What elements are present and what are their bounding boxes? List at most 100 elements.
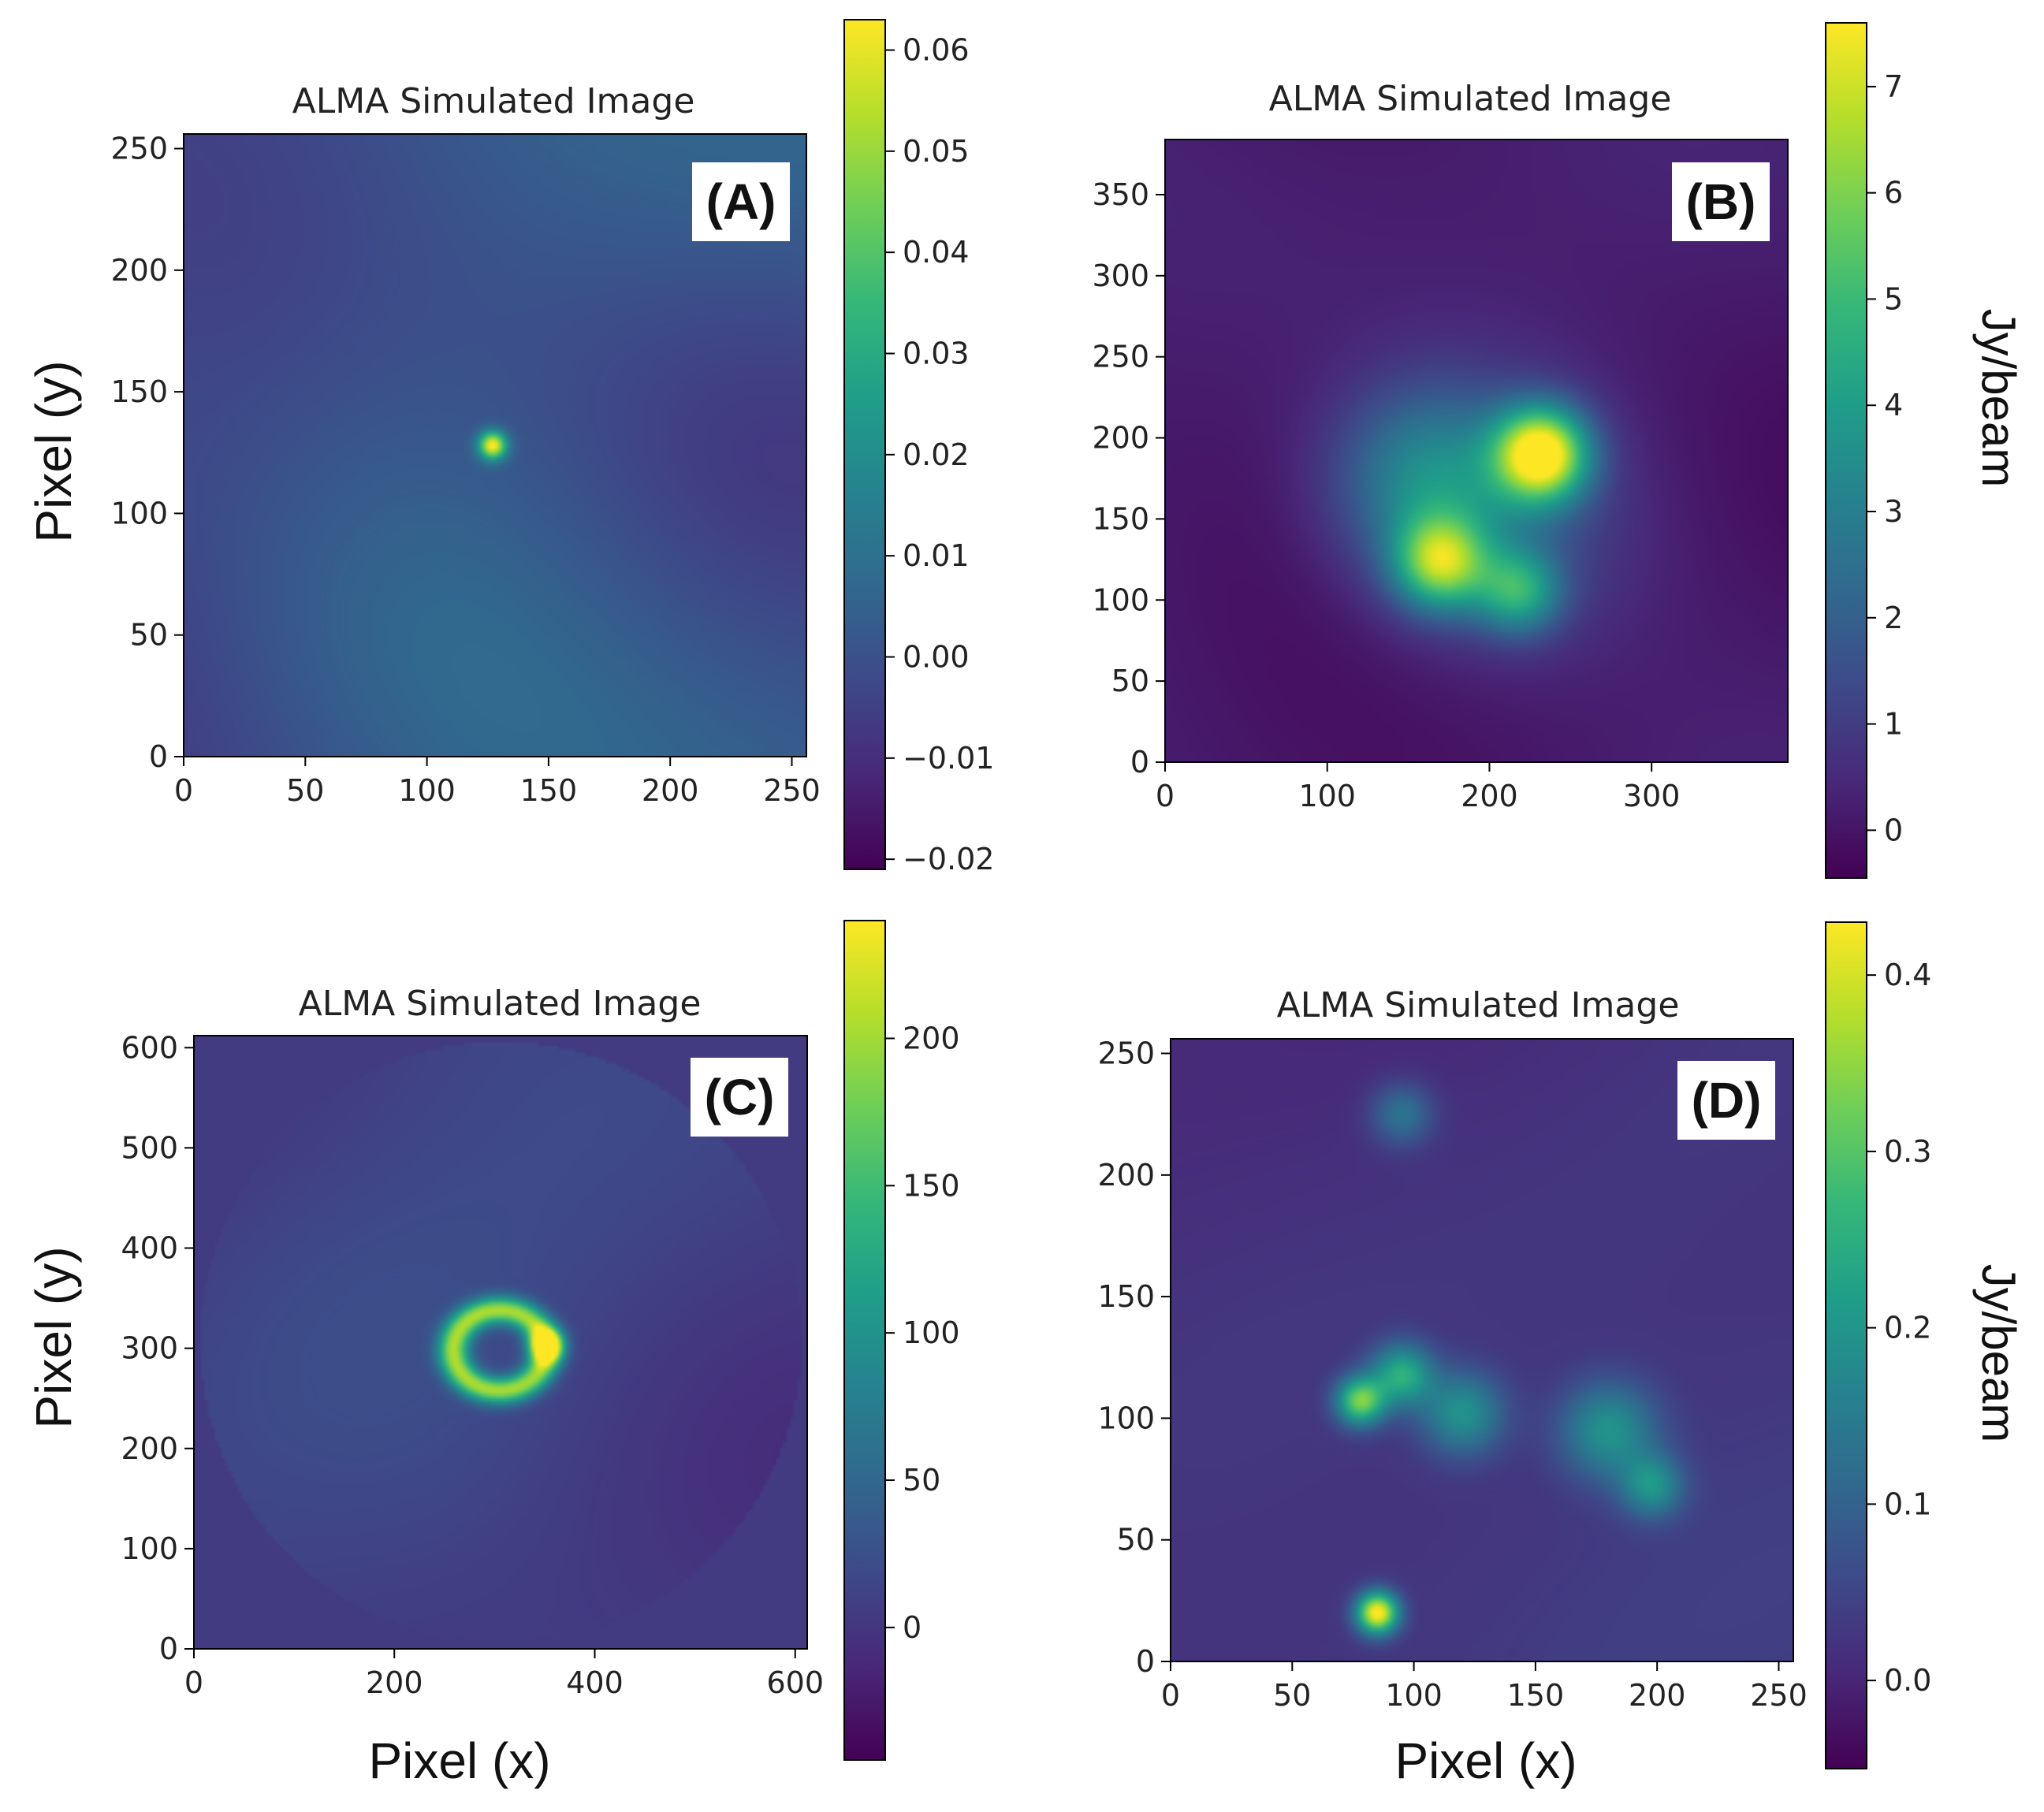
colorbar-tick-label: 0.01 — [903, 538, 970, 573]
panel-title: ALMA Simulated Image — [299, 984, 702, 1024]
y-tick-label: 200 — [110, 253, 168, 288]
colorbar-label: Jy/beam — [1972, 1264, 2025, 1443]
colorbar-tick-label: 0 — [1884, 813, 1903, 847]
x-tick-label: 0 — [184, 1665, 203, 1700]
y-tick-label: 400 — [121, 1231, 178, 1266]
y-tick-label: 250 — [110, 132, 168, 166]
xlabel-right: Pixel (x) — [1394, 1732, 1577, 1789]
y-tick-label: 250 — [1092, 340, 1149, 374]
y-tick-label: 100 — [1097, 1401, 1155, 1435]
x-tick-label: 300 — [1623, 779, 1681, 813]
panel-label-text: (D) — [1692, 1072, 1762, 1129]
colorbar-tick-label: −0.02 — [903, 842, 994, 876]
panel-title: ALMA Simulated Image — [292, 81, 695, 121]
panel-b: ALMA Simulated Image(B)0 100 200 3000501001… — [1092, 22, 2025, 879]
y-tick-label: 150 — [1092, 501, 1149, 536]
colorbar-tick-label: 2 — [1884, 601, 1903, 635]
colorbar — [1825, 921, 1867, 1769]
y-tick-label: 50 — [1111, 664, 1149, 698]
heatmap-image — [1165, 140, 1788, 762]
y-tick-label: 100 — [110, 496, 168, 530]
colorbar-tick-label: 6 — [1884, 176, 1903, 210]
y-tick-label: 50 — [1117, 1523, 1155, 1557]
colorbar-tick-label: 200 — [903, 1021, 960, 1055]
colorbar-tick-label: 4 — [1884, 388, 1903, 422]
y-tick-label: 200 — [1092, 421, 1149, 456]
colorbar-tick-label: 0.04 — [903, 235, 970, 270]
colorbar — [1825, 22, 1867, 879]
plot-frame — [1164, 139, 1789, 763]
x-tick-label: 100 — [1298, 779, 1356, 813]
panel-a: ALMA Simulated Image (A) 0 50 100 150 200 250 0 5… — [110, 19, 994, 876]
colorbar-tick-label: 0.05 — [903, 134, 970, 169]
colorbar-tick-label: 0.1 — [1884, 1486, 1931, 1521]
x-tick-label: 250 — [1750, 1678, 1808, 1713]
colorbar-tick-label: 100 — [903, 1315, 960, 1350]
colorbar-tick-label: 0.06 — [903, 33, 970, 68]
plot-frame — [1170, 1038, 1794, 1662]
y-tick-label: 50 — [130, 618, 168, 653]
x-tick-label: 100 — [398, 773, 456, 808]
colorbar — [843, 19, 886, 870]
y-tick-label: 350 — [1092, 177, 1149, 212]
x-tick-label: 200 — [1629, 1678, 1686, 1713]
y-tick-label: 100 — [121, 1531, 178, 1566]
colorbar — [843, 920, 886, 1761]
panel-d: ALMA Simulated Image (D) 0 50 100 150 200 250 0 5… — [1097, 921, 2025, 1769]
x-tick-label: 200 — [1461, 779, 1518, 813]
panel-label: (D) — [1677, 1061, 1775, 1140]
y-tick-label: 150 — [110, 374, 168, 409]
x-tick-label: 50 — [286, 773, 324, 808]
xlabel-left: Pixel (x) — [368, 1732, 550, 1789]
panel-label-box — [1672, 162, 1770, 241]
x-tick-label: 400 — [566, 1665, 624, 1700]
y-tick-label: 0 — [149, 739, 168, 774]
y-tick-label: 250 — [1097, 1036, 1155, 1071]
x-tick-label: 150 — [520, 773, 578, 808]
panel-label-box — [691, 1058, 788, 1137]
ylabel-bottom: Pixel (y) — [25, 1246, 82, 1428]
panel-c: ALMA Simulated Image (C) 0 200 400 600 0 100 200… — [121, 920, 960, 1761]
y-tick-label: 300 — [1092, 259, 1149, 293]
colorbar-tick-label: 0.02 — [903, 437, 970, 472]
y-tick-label: 300 — [121, 1331, 178, 1366]
colorbar-tick-label: 0.3 — [1884, 1134, 1931, 1169]
colorbar-tick-label: 0.4 — [1884, 958, 1931, 992]
colorbar-tick-label: −0.01 — [903, 741, 994, 776]
x-tick-label: 250 — [763, 773, 821, 808]
y-tick-label: 600 — [121, 1030, 178, 1065]
y-tick-label: 0 — [1130, 745, 1149, 779]
plot-frame — [183, 133, 807, 757]
colorbar-tick-label: 150 — [903, 1168, 960, 1203]
heatmap-image — [1171, 1039, 1793, 1661]
y-tick-label: 0 — [159, 1632, 178, 1666]
colorbar-tick-label: 0.03 — [903, 337, 970, 371]
panel-label-text: (A) — [706, 173, 776, 230]
colorbar-tick-label: 0.00 — [903, 640, 970, 675]
panel-title: ALMA Simulated Image — [1277, 985, 1680, 1025]
panel-label-text: (B) — [1686, 173, 1756, 230]
colorbar-tick-label: 3 — [1884, 494, 1903, 529]
colorbar-tick-label: 7 — [1884, 69, 1903, 104]
x-tick-label: 200 — [642, 773, 699, 808]
x-tick-label: 0 — [174, 773, 193, 808]
panel-label: (C) — [691, 1058, 788, 1137]
y-tick-label: 500 — [121, 1130, 178, 1165]
y-tick-label: 0 — [1136, 1644, 1155, 1679]
heatmap-image — [194, 1036, 807, 1649]
x-tick-label: 50 — [1273, 1678, 1311, 1713]
panel-label: (B) — [1672, 162, 1770, 241]
panel-label-box — [692, 162, 790, 241]
colorbar-tick-label: 0.0 — [1884, 1663, 1931, 1698]
panel-label-box — [1677, 1061, 1775, 1140]
panel-title: ALMA Simulated Image — [1269, 79, 1672, 119]
panel-label-text: (C) — [705, 1069, 775, 1126]
x-tick-label: 200 — [366, 1665, 423, 1700]
colorbar-tick-label: 0 — [903, 1610, 921, 1645]
x-tick-label: 600 — [766, 1665, 824, 1700]
colorbar-tick-label: 0.2 — [1884, 1311, 1931, 1345]
colorbar-label: Jy/beam — [1972, 309, 2025, 488]
colorbar-tick-label: 5 — [1884, 281, 1903, 316]
y-tick-label: 200 — [121, 1431, 178, 1466]
